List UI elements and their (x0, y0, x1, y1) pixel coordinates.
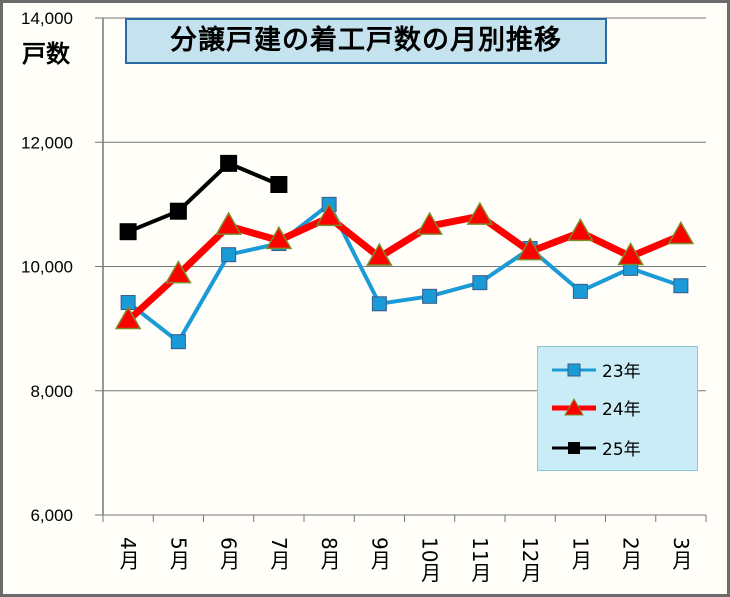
y-axis-label: 戸数 (22, 40, 70, 68)
data-point-triangle (114, 306, 142, 330)
data-point-square (221, 247, 237, 263)
data-point-square (422, 288, 438, 304)
legend-item-25: 25年 (550, 435, 690, 460)
x-tick-label: 3月 (669, 537, 693, 570)
data-point-square (472, 275, 488, 291)
x-tick-label: 4月 (116, 537, 140, 570)
x-tick-label: 12月 (518, 537, 542, 582)
x-tick-label: 8月 (317, 537, 341, 570)
data-point-square (220, 154, 238, 172)
legend-label: 25年 (602, 440, 641, 460)
series-line-23年 (126, 202, 682, 344)
data-point-square (371, 296, 387, 312)
chart-title: 分譲戸建の着工戸数の月別推移 (125, 18, 607, 64)
legend-label: 23年 (602, 362, 641, 382)
legend-item-23: 23年 (550, 357, 690, 382)
x-tick-label: 1月 (568, 537, 592, 570)
x-tick-label: 2月 (619, 537, 643, 570)
x-tick-label: 9月 (367, 537, 391, 570)
data-point-triangle (165, 260, 192, 284)
series-line-25年 (127, 161, 280, 234)
data-point-triangle (466, 201, 494, 225)
legend-marker-triangle-red (552, 397, 596, 415)
data-point-triangle (667, 220, 695, 245)
x-tick-label: 7月 (267, 537, 291, 570)
y-tick-label: 10,000 (21, 258, 73, 277)
data-point-triangle (215, 211, 242, 235)
data-point-triangle (516, 237, 544, 261)
legend-item-24: 24年 (550, 395, 690, 420)
data-point-triangle (366, 242, 393, 266)
y-tick-label: 14,000 (21, 9, 73, 28)
y-tick-label: 6,000 (30, 506, 73, 525)
data-point-square (270, 175, 288, 193)
data-point-triangle (265, 225, 293, 250)
data-point-triangle (315, 202, 343, 227)
legend-label: 24年 (602, 400, 641, 420)
x-tick-label: 11月 (468, 537, 492, 582)
data-point-square (119, 223, 137, 241)
data-point-triangle (567, 217, 594, 242)
legend-marker-square-blue (552, 363, 596, 376)
legend: 23年 24年 25年 (537, 346, 698, 471)
x-tick-label: 10月 (418, 537, 442, 582)
y-tick-label: 8,000 (30, 382, 73, 401)
data-point-square (673, 278, 689, 294)
data-point-square (169, 202, 187, 220)
data-point-triangle (416, 211, 443, 235)
legend-marker-square-black (552, 441, 596, 454)
x-tick-label: 6月 (217, 537, 241, 570)
data-point-square (572, 283, 588, 299)
data-point-square (170, 334, 186, 350)
x-tick-label: 5月 (166, 537, 190, 570)
data-point-triangle (617, 242, 644, 266)
y-tick-label: 12,000 (21, 133, 73, 152)
